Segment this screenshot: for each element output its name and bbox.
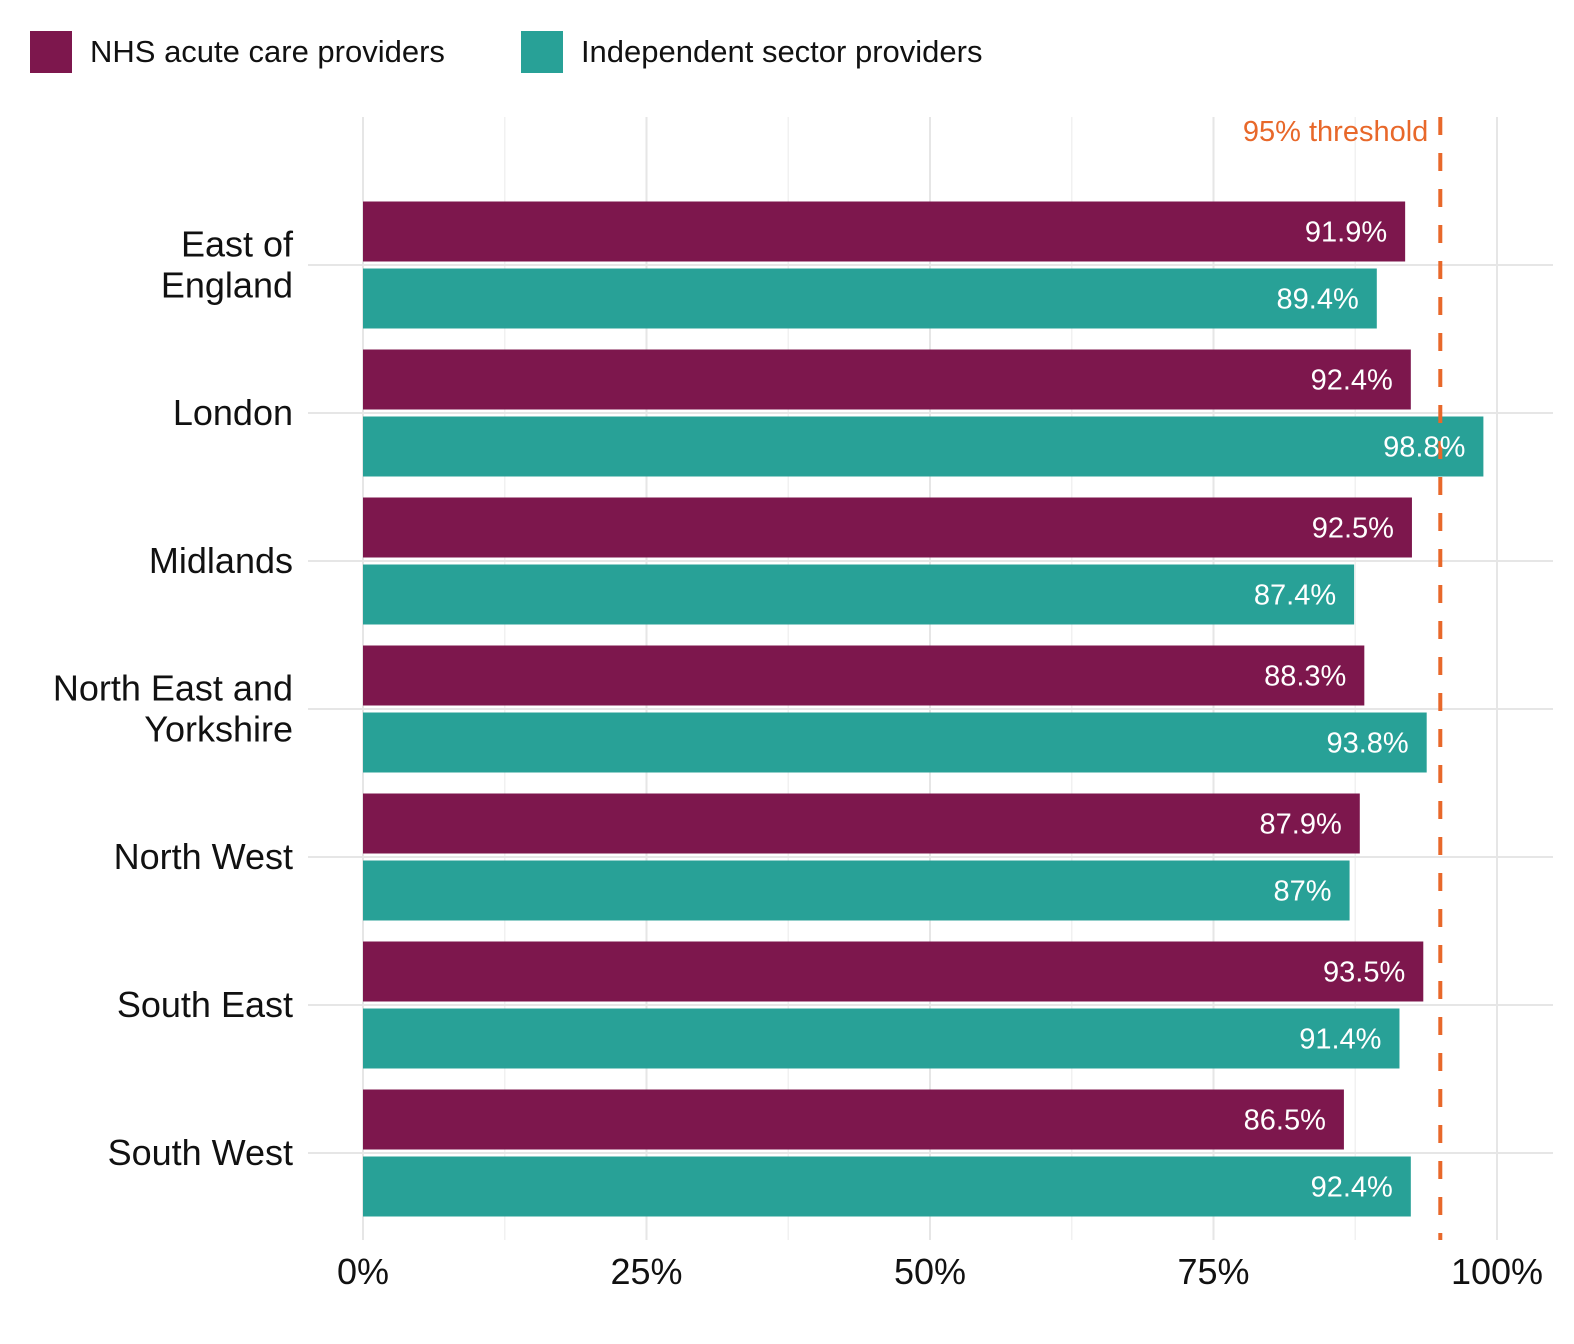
- bar-nhs: [363, 793, 1360, 854]
- bar-value-label: 92.4%: [1311, 365, 1393, 397]
- bar-nhs: [363, 349, 1411, 410]
- bar-independent: [363, 564, 1355, 625]
- category-label-line: North West: [114, 836, 293, 877]
- category-label: East of England: [161, 224, 294, 306]
- bar-nhs: [363, 941, 1424, 1002]
- bar-nhs: [363, 1089, 1344, 1150]
- bar-value-label: 87.9%: [1260, 809, 1342, 841]
- category-label: North West: [114, 836, 293, 877]
- category-label: South West: [108, 1132, 293, 1173]
- bar-value-label: 98.8%: [1383, 432, 1465, 464]
- threshold-layer: 95% threshold: [1243, 116, 1443, 1240]
- category-label-line: South West: [108, 1132, 293, 1173]
- bar-independent: [363, 1008, 1400, 1069]
- bar-value-label: 91.9%: [1305, 217, 1387, 249]
- bars-layer: [363, 201, 1484, 1217]
- legend-swatch-nhs: [30, 31, 72, 73]
- bar-value-label: 93.8%: [1326, 728, 1408, 760]
- bar-value-label: 87.4%: [1254, 580, 1336, 612]
- x-tick-label: 25%: [610, 1251, 682, 1292]
- category-label: North East and Yorkshire: [53, 668, 293, 750]
- labels-layer: 91.9% 89.4% 92.4% 98.8% 92.5% 87.4% 88.3% 93.8%…: [1244, 217, 1466, 1204]
- bar-independent: [363, 1156, 1411, 1217]
- x-tick-label: 0%: [337, 1251, 389, 1292]
- legend-label-nhs: NHS acute care providers: [90, 34, 445, 69]
- category-label-line: Midlands: [149, 540, 293, 581]
- category-label-line: North East and: [53, 668, 293, 709]
- bar-value-label: 91.4%: [1299, 1024, 1381, 1056]
- bar-independent: [363, 712, 1427, 773]
- bar-independent: [363, 416, 1484, 477]
- legend-item-independent: Independent sector providers: [520, 31, 983, 73]
- bar-independent: [363, 268, 1377, 329]
- bar-nhs: [363, 497, 1412, 558]
- bar-nhs: [363, 201, 1406, 262]
- category-label: London: [173, 392, 293, 433]
- category-label-line: South East: [117, 984, 293, 1025]
- bar-value-label: 92.5%: [1312, 513, 1394, 545]
- category-label-line: London: [173, 392, 293, 433]
- threshold-label: 95% threshold: [1243, 116, 1428, 148]
- x-tick-label: 50%: [894, 1251, 966, 1292]
- category-label-line: Yorkshire: [144, 709, 293, 750]
- x-tick-label: 75%: [1177, 1251, 1249, 1292]
- bar-value-label: 87%: [1274, 876, 1332, 908]
- legend-item-nhs: NHS acute care providers: [30, 31, 445, 73]
- bar-value-label: 92.4%: [1311, 1172, 1393, 1204]
- category-label: South East: [117, 984, 293, 1025]
- bar-value-label: 86.5%: [1244, 1105, 1326, 1137]
- bar-independent: [363, 860, 1350, 921]
- category-label-line: England: [161, 265, 293, 306]
- x-tick-label: 100%: [1451, 1251, 1543, 1292]
- legend: NHS acute care providers Independent sec…: [30, 30, 1058, 74]
- legend-swatch-independent: [520, 31, 563, 73]
- axis-layer: East of England London Midlands North East a…: [53, 224, 1543, 1293]
- bar-value-label: 88.3%: [1264, 661, 1346, 693]
- category-label-line: East of: [181, 224, 294, 265]
- bar-nhs: [363, 645, 1365, 706]
- bar-value-label: 89.4%: [1277, 284, 1359, 316]
- legend-label-independent: Independent sector providers: [580, 34, 983, 69]
- bar-value-label: 93.5%: [1323, 957, 1405, 989]
- category-label: Midlands: [149, 540, 293, 581]
